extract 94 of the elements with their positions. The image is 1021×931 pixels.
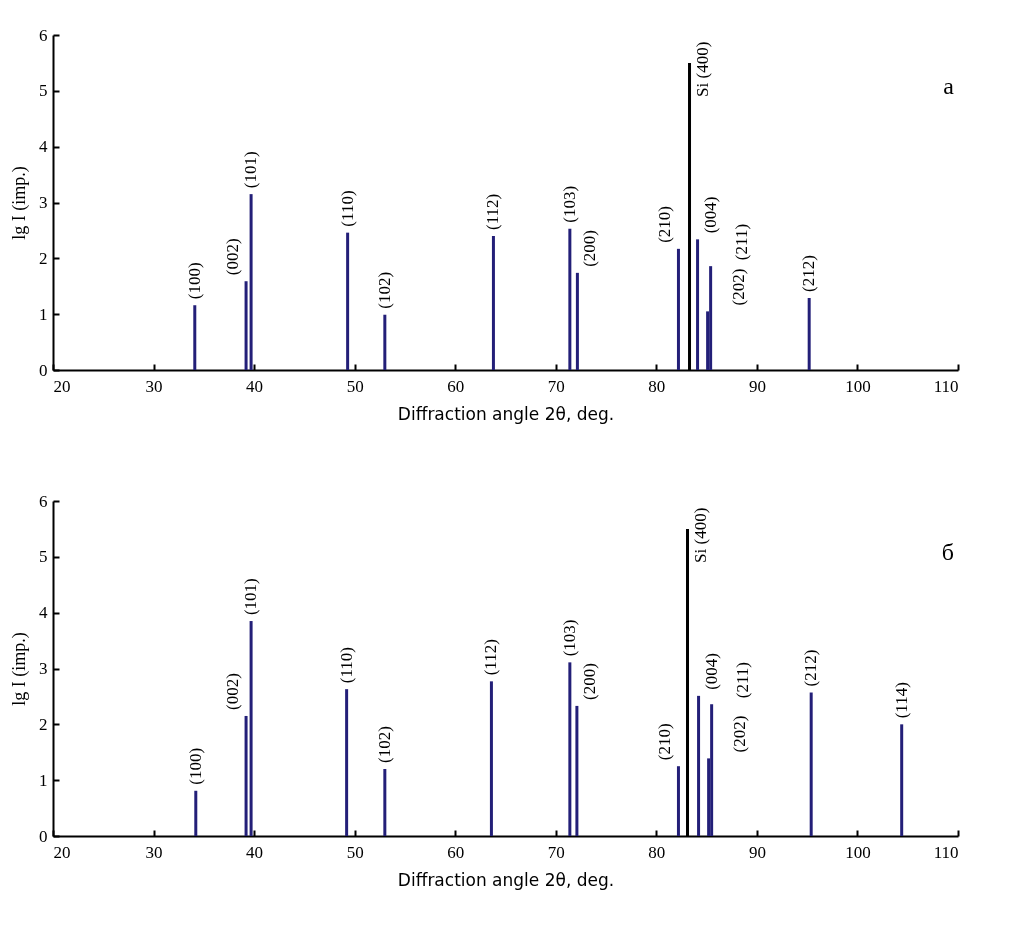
bar <box>676 766 680 836</box>
annotation: (112) <box>483 193 503 230</box>
y-tick-label: 2 <box>39 714 48 734</box>
annotation: а <box>943 73 955 99</box>
bar <box>383 314 387 370</box>
annotation: (100) <box>185 747 205 785</box>
x-tick-label: 30 <box>145 842 163 862</box>
annotation: (200) <box>580 230 600 267</box>
y-tick-label: 5 <box>39 547 48 567</box>
annotation: (004) <box>701 653 721 690</box>
bar <box>244 281 248 370</box>
annotation: (202) <box>729 715 749 753</box>
bar <box>244 715 248 836</box>
y-tick-label: 4 <box>39 603 48 623</box>
bar <box>697 695 701 836</box>
annotation: (112) <box>481 639 501 676</box>
y-tick-label: 0 <box>39 360 48 380</box>
y-tick-label: 6 <box>39 491 48 511</box>
annotation: (100) <box>184 262 204 300</box>
bar <box>194 790 198 836</box>
x-tick-label: 60 <box>447 842 465 862</box>
y-tick-label: 0 <box>39 826 48 846</box>
x-tick-label: 90 <box>748 376 766 396</box>
annotation: (212) <box>799 255 819 292</box>
x-tick-label: 90 <box>748 842 766 862</box>
x-tick-label: 80 <box>648 842 666 862</box>
x-tick-label: 60 <box>447 376 465 396</box>
annotation: (103) <box>559 619 579 657</box>
bar <box>249 621 253 836</box>
bar <box>345 689 349 836</box>
annotation: (210) <box>655 723 675 761</box>
bar <box>346 232 350 370</box>
bar <box>568 662 572 836</box>
x-tick-label: 40 <box>246 376 264 396</box>
bar <box>575 705 579 836</box>
y-tick-label: 1 <box>39 770 48 790</box>
bar <box>383 769 387 836</box>
annotation: (103) <box>559 185 579 223</box>
y-tick-label: 4 <box>39 137 48 157</box>
annotation: (202) <box>728 268 748 306</box>
x-tick-label: 70 <box>547 376 565 396</box>
x-tick-label: 110 <box>933 842 959 862</box>
annotation: (002) <box>223 673 243 710</box>
x-tick-label: 70 <box>547 842 565 862</box>
annotation: Si (400) <box>692 41 712 97</box>
annotation: б <box>941 539 954 565</box>
y-axis-title: lg I (imp.) <box>9 166 30 240</box>
y-tick-label: 2 <box>39 248 48 268</box>
x-axis-title: Diffraction angle 2θ, deg. <box>397 869 615 890</box>
bar <box>489 681 493 836</box>
y-tick-label: 5 <box>39 81 48 101</box>
bar <box>900 724 904 836</box>
bar <box>193 305 197 370</box>
y-tick-label: 3 <box>39 193 48 212</box>
y-axis-title: lg I (imp.) <box>9 632 30 706</box>
bar <box>709 266 713 370</box>
bar <box>568 228 572 370</box>
bar <box>807 297 811 370</box>
annotation: Si (400) <box>690 507 710 563</box>
x-tick-label: 80 <box>648 376 666 396</box>
x-tick-label: 40 <box>246 842 264 862</box>
bar <box>575 272 579 370</box>
y-tick-label: 6 <box>39 25 48 45</box>
annotation: (114) <box>891 682 911 719</box>
annotation: (200) <box>579 663 599 700</box>
annotation: (211) <box>731 223 751 261</box>
y-tick-label: 3 <box>39 659 48 678</box>
annotation: (212) <box>801 649 821 687</box>
bar <box>491 236 495 370</box>
bar <box>710 704 714 836</box>
annotation: (110) <box>336 646 356 684</box>
annotation: (211) <box>732 662 752 699</box>
annotation: (110) <box>337 190 357 227</box>
x-tick-label: 50 <box>346 376 364 396</box>
x-tick-label: 100 <box>845 842 871 862</box>
y-tick-label: 1 <box>39 304 48 324</box>
x-tick-label: 20 <box>53 376 71 396</box>
bar <box>696 239 700 370</box>
annotation: (102) <box>374 726 394 763</box>
x-axis-title: Diffraction angle 2θ, deg. <box>397 403 615 424</box>
annotation: (101) <box>241 151 261 189</box>
bar <box>809 692 813 836</box>
annotation: (102) <box>374 271 394 309</box>
x-tick-label: 110 <box>933 376 959 396</box>
x-tick-label: 20 <box>53 842 71 862</box>
bar <box>676 248 680 370</box>
annotation: (004) <box>700 196 720 234</box>
annotation: (210) <box>655 206 675 243</box>
x-tick-label: 100 <box>845 376 871 396</box>
x-tick-label: 30 <box>145 376 163 396</box>
annotation: (101) <box>241 578 261 616</box>
annotation: (002) <box>223 238 243 276</box>
x-tick-label: 50 <box>346 842 364 862</box>
bar <box>249 194 253 370</box>
